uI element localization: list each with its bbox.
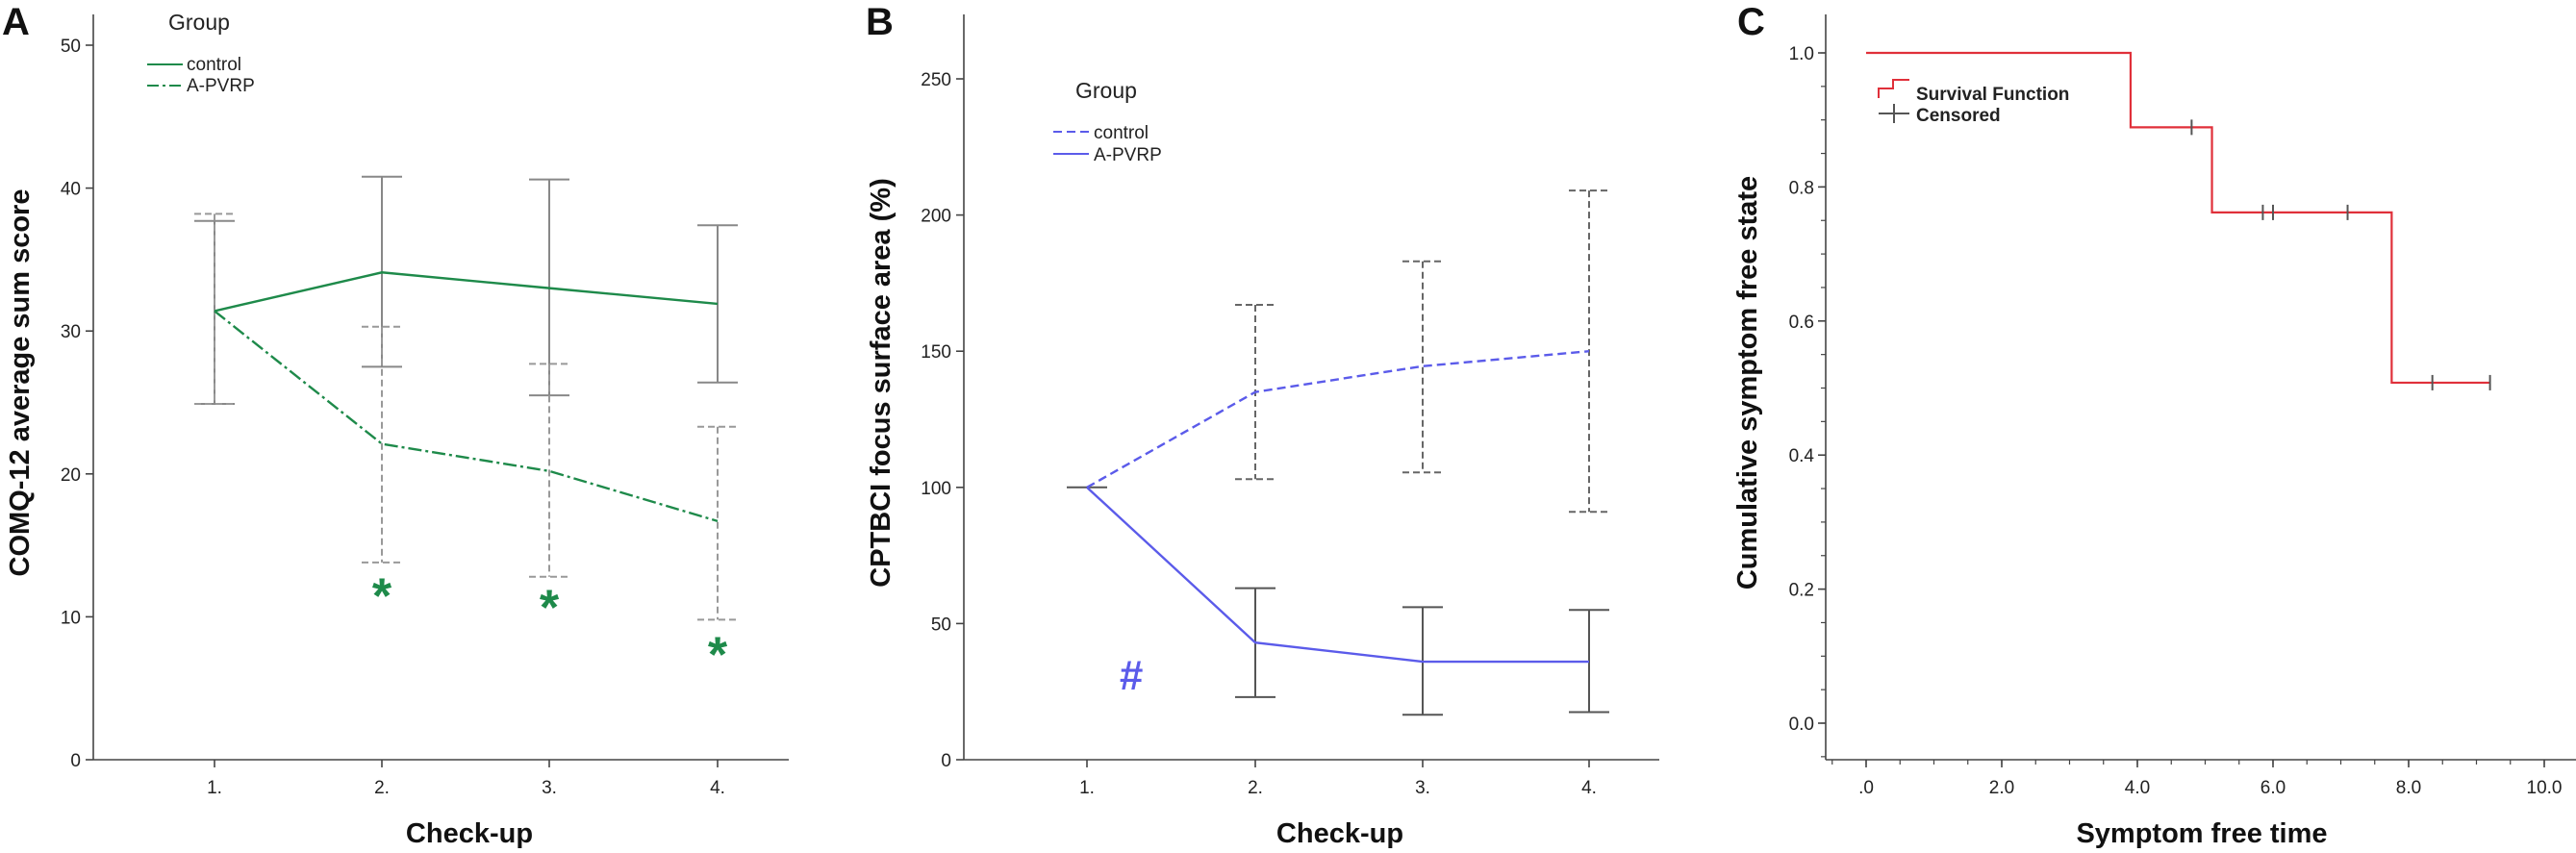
panel-b-x-label: Check-up bbox=[1276, 818, 1403, 849]
panel-c-legend-label-censored: Censored bbox=[1916, 106, 2001, 126]
b-series-line-a-pvrp bbox=[1086, 486, 1589, 664]
a-series-line-a-pvrp bbox=[214, 310, 719, 522]
c-survival-step-line bbox=[1866, 51, 2490, 385]
panel-b-legend-title: Group bbox=[1075, 78, 1137, 103]
panel-b-legend: Group control A-PVRP bbox=[1053, 78, 1162, 165]
c-y-tick-label: 0.2 bbox=[1789, 581, 1814, 601]
panel-a: A 0 10 20 30 40 50 1. 2. 3. 4. * * * Check-up COMQ… bbox=[2, 1, 789, 849]
panel-a-legend-title: Group bbox=[168, 10, 230, 35]
panel-c: C 0.00.20.40.60.81.0 .0 2.0 4.0 6.0 8.0 10.0 … bbox=[1732, 1, 2576, 849]
c-x-tick-label: 8.0 bbox=[2396, 778, 2421, 798]
panel-a-y-ticks: 0 10 20 30 40 50 bbox=[61, 37, 93, 771]
c-y-tick-label: 0.0 bbox=[1789, 715, 1814, 735]
panel-a-legend-label-apvrp: A-PVRP bbox=[187, 76, 255, 96]
a-x-tick-label: 2. bbox=[374, 778, 390, 798]
panel-c-y-label: Cumulative symptom free state bbox=[1732, 176, 1763, 590]
panel-c-legend-swatch-survival bbox=[1878, 79, 1909, 98]
b-x-tick-label: 2. bbox=[1248, 778, 1263, 798]
c-x-tick-label: .0 bbox=[1858, 778, 1874, 798]
a-y-tick-label: 0 bbox=[70, 751, 81, 771]
panel-c-y-ticks: 0.0 0.2 0.4 0.6 0.8 1.0 bbox=[1789, 44, 1826, 758]
b-y-tick-label: 50 bbox=[931, 615, 951, 635]
c-x-tick-label: 4.0 bbox=[2125, 778, 2150, 798]
a-series-line-control bbox=[214, 271, 719, 313]
panel-a-legend: Group control A-PVRP bbox=[147, 10, 255, 96]
panel-b-lines bbox=[1086, 350, 1590, 664]
panel-c-legend-label-survival: Survival Function bbox=[1916, 85, 2069, 105]
panel-b-x-ticks: 1. 2. 3. 4. bbox=[1079, 760, 1597, 798]
c-x-tick-label: 10.0 bbox=[2527, 778, 2563, 798]
panel-letter-a: A bbox=[2, 1, 30, 43]
b-x-tick-label: 3. bbox=[1415, 778, 1430, 798]
panel-letter-b: B bbox=[866, 1, 894, 43]
panel-c-censor-marks bbox=[2190, 119, 2491, 390]
a-y-tick-label: 40 bbox=[61, 180, 81, 200]
a-x-tick-label: 4. bbox=[710, 778, 725, 798]
b-x-tick-label: 4. bbox=[1581, 778, 1597, 798]
c-x-tick-label: 2.0 bbox=[1989, 778, 2014, 798]
panel-c-x-ticks: .0 2.0 4.0 6.0 8.0 10.0 bbox=[1831, 760, 2563, 798]
panel-b-legend-label-control: control bbox=[1094, 123, 1149, 143]
c-y-tick-label: 0.8 bbox=[1789, 178, 1814, 198]
a-y-tick-label: 30 bbox=[61, 322, 81, 342]
panel-a-lines bbox=[214, 271, 719, 522]
a-x-tick-label: 3. bbox=[542, 778, 557, 798]
b-y-tick-label: 0 bbox=[941, 751, 951, 771]
b-series-line-control bbox=[1086, 350, 1590, 489]
b-y-tick-label: 100 bbox=[921, 479, 951, 499]
a-y-tick-label: 20 bbox=[61, 465, 81, 486]
panel-b-annotations: # bbox=[1119, 652, 1143, 699]
panel-a-x-ticks: 1. 2. 3. 4. bbox=[207, 760, 725, 798]
a-y-tick-label: 50 bbox=[61, 37, 81, 57]
panel-c-legend: Survival Function Censored bbox=[1878, 79, 2069, 126]
c-y-tick-label: 1.0 bbox=[1789, 44, 1814, 64]
panel-c-survival-curve bbox=[1866, 51, 2490, 385]
a-y-tick-label: 10 bbox=[61, 608, 81, 628]
c-x-tick-label: 6.0 bbox=[2260, 778, 2286, 798]
b-x-tick-label: 1. bbox=[1079, 778, 1095, 798]
panel-c-x-label: Symptom free time bbox=[2076, 818, 2327, 849]
panel-b-y-ticks: 0 50 100 150 200 250 bbox=[921, 70, 964, 771]
b-y-tick-label: 250 bbox=[921, 70, 951, 90]
panel-a-x-label: Check-up bbox=[406, 818, 533, 849]
panel-letter-c: C bbox=[1737, 1, 1765, 43]
panel-b-y-label: CPTBCI focus surface area (%) bbox=[866, 178, 897, 587]
b-annotation-0: # bbox=[1119, 652, 1143, 699]
panel-a-y-label: COMQ-12 average sum score bbox=[5, 189, 36, 577]
c-y-tick-label: 0.6 bbox=[1789, 313, 1814, 333]
a-annotation-0: * bbox=[372, 569, 392, 625]
a-x-tick-label: 1. bbox=[207, 778, 222, 798]
b-y-tick-label: 150 bbox=[921, 342, 951, 363]
a-annotation-2: * bbox=[708, 628, 728, 684]
panel-b-legend-label-apvrp: A-PVRP bbox=[1094, 145, 1162, 165]
a-annotation-1: * bbox=[540, 581, 560, 637]
panel-a-legend-label-control: control bbox=[187, 55, 241, 75]
panel-a-annotations: * * * bbox=[372, 569, 728, 684]
panel-b: B 0 50 100 150 200 250 1. 2. 3. 4. # Check-up CP… bbox=[866, 1, 1659, 849]
b-y-tick-label: 200 bbox=[921, 207, 951, 227]
c-y-tick-label: 0.4 bbox=[1789, 446, 1815, 466]
panel-a-error-bars bbox=[194, 175, 738, 621]
